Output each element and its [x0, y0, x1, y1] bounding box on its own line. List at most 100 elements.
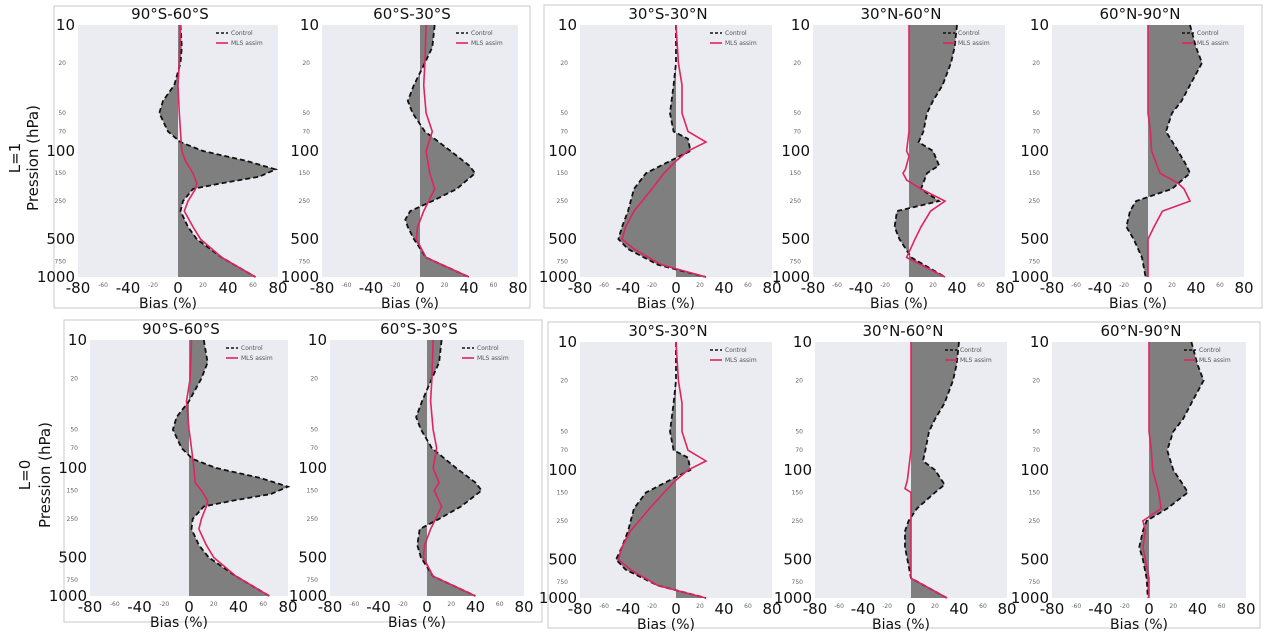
panel-4-xlabel: Bias (%) [870, 296, 928, 312]
panel-6-ytick-10: 10 [68, 331, 87, 349]
panel-1-mls-line [177, 24, 256, 278]
panel-8-xtick-minor-20: 20 [696, 603, 704, 610]
panel-1-xtick-minor--60: -60 [98, 282, 108, 289]
panel-7-ytick-minor-70: 70 [310, 445, 318, 452]
panel-9-xtick-0: 0 [906, 600, 916, 618]
panel-5: 60°N-90°N101005001000205070150250750-80-… [1011, 5, 1254, 312]
frame-row2-right [547, 321, 1261, 629]
panel-5-xtick-minor--60: -60 [1071, 282, 1081, 289]
panel-10-legend-text-mls: MLS assim [1199, 357, 1231, 364]
row-ylabel-l0: Pression (hPa) [36, 422, 54, 528]
panel-6-ytick-100: 100 [58, 459, 87, 477]
panel-9-control-line [904, 341, 960, 599]
panel-2-xtick-40: 40 [459, 279, 478, 297]
panel-9-legend-text-mls: MLS assim [960, 357, 992, 364]
panel-9-xtick-minor-60: 60 [979, 603, 987, 610]
panel-5-xtick--40: -40 [1088, 279, 1113, 297]
panel-6-legend-text-control: Control [241, 345, 263, 352]
panel-10-control-fill [1139, 342, 1204, 598]
row-ylabel-l1: Pression (hPa) [24, 105, 42, 211]
panel-6-xtick--80: -80 [78, 598, 103, 616]
panel-7-xtick-0: 0 [422, 598, 432, 616]
panel-7: 60°S-30°S101005001000205070150250750-80-… [289, 320, 534, 631]
panel-9-xtick-minor--20: -20 [882, 603, 892, 610]
panel-9-ytick-minor-20: 20 [795, 378, 803, 385]
panel-6-ytick-minor-20: 20 [70, 376, 78, 383]
panel-4-ytick-500: 500 [781, 230, 810, 248]
panel-3-xtick-minor--20: -20 [647, 282, 657, 289]
panel-6-ytick-minor-50: 50 [70, 426, 78, 433]
panel-3-xtick-minor-20: 20 [696, 282, 704, 289]
panel-3-xtick-40: 40 [714, 279, 733, 297]
frame-row2-left [63, 319, 543, 623]
panel-2-ytick-minor-250: 250 [299, 198, 311, 205]
panel-5-ytick-minor-250: 250 [1029, 198, 1041, 205]
panel-9-xtick-80: 80 [997, 600, 1016, 618]
panel-5-mls-line [1147, 25, 1192, 277]
panel-1-xlabel: Bias (%) [139, 296, 197, 312]
panel-2-ytick-minor-20: 20 [302, 60, 310, 67]
panel-9-ytick-500: 500 [783, 550, 812, 568]
panel-2-control-fill [405, 25, 476, 277]
panel-7-ytick-500: 500 [298, 548, 327, 566]
panel-2-xtick-minor-60: 60 [490, 282, 498, 289]
panel-6-mls-line [185, 339, 270, 597]
panel-9-ytick-minor-250: 250 [792, 518, 804, 525]
panel-6-control-line [171, 339, 291, 597]
panel-2: 60°S-30°S101005001000205070150250750-80-… [281, 5, 528, 312]
panel-3-ytick-500: 500 [548, 230, 577, 248]
panel-10-xtick-minor--20: -20 [1120, 603, 1130, 610]
panel-4-ytick-minor-50: 50 [793, 110, 801, 117]
panel-3-control-fill [618, 25, 706, 277]
panel-8: 30°S-30°N101005001000205070150250750-80-… [539, 322, 782, 632]
panel-4-ytick-10: 10 [791, 16, 810, 34]
panel-8-xtick--80: -80 [568, 600, 593, 618]
panel-6-ytick-minor-70: 70 [70, 445, 78, 452]
panel-5-legend-text-control: Control [1197, 30, 1219, 37]
panel-10-ytick-minor-250: 250 [1029, 518, 1041, 525]
panel-8-xtick-0: 0 [671, 600, 681, 618]
panel-9-xtick-40: 40 [949, 600, 968, 618]
panel-10-ytick-minor-150: 150 [1029, 490, 1041, 497]
panel-6-xtick-80: 80 [278, 598, 297, 616]
panel-4-legend-text-control: Control [958, 30, 980, 37]
panel-8-legend-text-mls: MLS assim [725, 357, 757, 364]
panel-8-xtick-minor-60: 60 [744, 603, 752, 610]
panel-4-ytick-minor-150: 150 [790, 170, 802, 177]
row-label-l1: L=1 [6, 143, 24, 173]
panel-1-xtick-minor--20: -20 [148, 282, 158, 289]
panel-1-xtick-minor-60: 60 [249, 282, 257, 289]
panel-5-ytick-minor-150: 150 [1029, 170, 1041, 177]
panel-10-xlabel: Bias (%) [1110, 617, 1168, 632]
panel-7-control-line [415, 339, 483, 597]
panel-4-ytick-1000: 1000 [772, 268, 810, 286]
panel-9-ytick-1000: 1000 [774, 589, 812, 607]
panel-6-xtick-minor-60: 60 [259, 601, 267, 608]
frame-row1-right [543, 4, 1263, 309]
panel-4-xtick-minor--60: -60 [832, 282, 842, 289]
panel-10-ytick-100: 100 [1020, 461, 1049, 479]
panel-3-ytick-minor-250: 250 [557, 198, 569, 205]
panel-2-legend-text-mls: MLS assim [471, 40, 503, 47]
panel-4-ytick-minor-70: 70 [793, 128, 801, 135]
panel-3-ytick-minor-750: 750 [557, 258, 569, 265]
panel-3-ytick-1000: 1000 [539, 268, 577, 286]
panel-10-xtick-minor-20: 20 [1169, 603, 1177, 610]
panel-1-ytick-10: 10 [56, 16, 75, 34]
panel-5-ytick-100: 100 [1020, 142, 1049, 160]
panel-5-ytick-500: 500 [1020, 230, 1049, 248]
panel-8-control-line [614, 342, 707, 599]
panel-1-xtick--80: -80 [66, 279, 91, 297]
panel-10-ytick-10: 10 [1030, 333, 1049, 351]
panel-10-xtick-minor--60: -60 [1071, 603, 1081, 610]
panel-9-xlabel: Bias (%) [872, 617, 930, 632]
panel-8-ytick-1000: 1000 [539, 589, 577, 607]
frame-row1-left [53, 5, 531, 309]
panel-7-legend-text-control: Control [477, 345, 499, 352]
panel-5-ytick-minor-50: 50 [1032, 110, 1040, 117]
panel-9-ytick-minor-70: 70 [795, 447, 803, 454]
panel-1: 90°S-60°S101005001000205070150250750-80-… [37, 5, 288, 312]
panel-6-xtick-minor-20: 20 [210, 601, 218, 608]
panel-2-ytick-minor-750: 750 [299, 258, 311, 265]
